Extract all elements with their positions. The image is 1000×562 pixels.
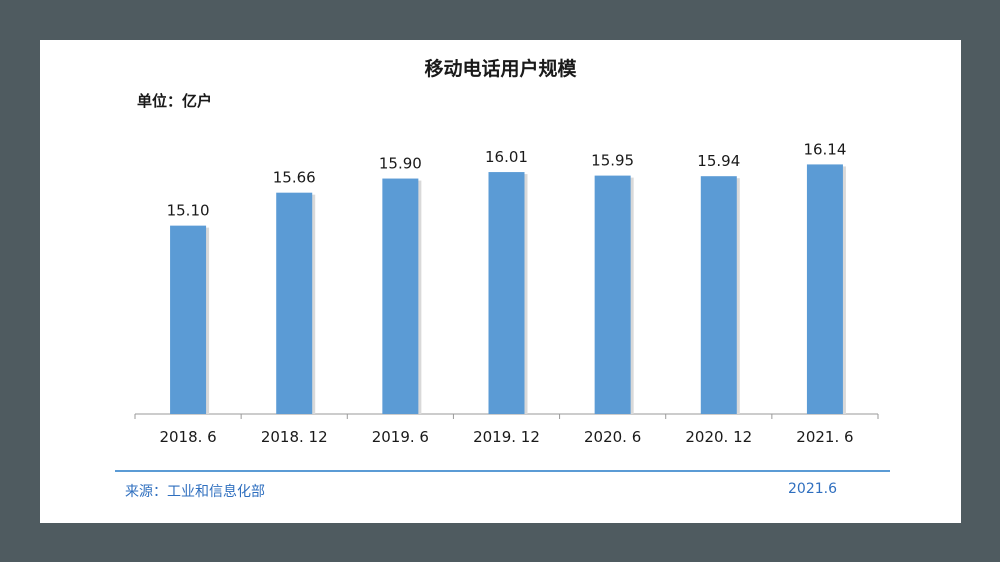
category-label: 2021. 6 bbox=[796, 428, 853, 446]
bar bbox=[170, 225, 207, 414]
chart-title: 移动电话用户规模 bbox=[424, 58, 577, 80]
footer-date: 2021.6 bbox=[788, 481, 837, 497]
bar bbox=[382, 178, 419, 414]
category-label: 2020. 12 bbox=[685, 428, 752, 446]
bar bbox=[594, 175, 631, 414]
bar-chart: 15.10 2018. 6 15.66 2018. 12 15.90 2019. 6 16.… bbox=[134, 140, 879, 446]
bar bbox=[700, 176, 737, 414]
data-label: 15.90 bbox=[379, 155, 422, 173]
category-label: 2019. 6 bbox=[372, 428, 429, 446]
unit-label: 单位：亿户 bbox=[137, 92, 213, 110]
category-label: 2018. 6 bbox=[159, 428, 216, 446]
category-label: 2019. 12 bbox=[473, 428, 540, 446]
data-label: 16.14 bbox=[803, 140, 846, 158]
data-label: 15.95 bbox=[591, 152, 634, 170]
bar bbox=[806, 164, 843, 414]
bar bbox=[276, 192, 313, 414]
chart-card: 移动电话用户规模 单位：亿户 15.10 2018. 6 15.66 2018. 12… bbox=[40, 40, 961, 523]
footer-divider bbox=[115, 470, 890, 472]
data-label: 15.10 bbox=[167, 202, 210, 220]
data-label: 15.94 bbox=[697, 152, 740, 170]
data-label: 16.01 bbox=[485, 148, 528, 166]
data-label: 15.66 bbox=[273, 169, 316, 187]
bar bbox=[488, 172, 525, 414]
source-note: 来源：工业和信息化部 bbox=[125, 484, 265, 500]
category-label: 2020. 6 bbox=[584, 428, 641, 446]
category-label: 2018. 12 bbox=[261, 428, 328, 446]
